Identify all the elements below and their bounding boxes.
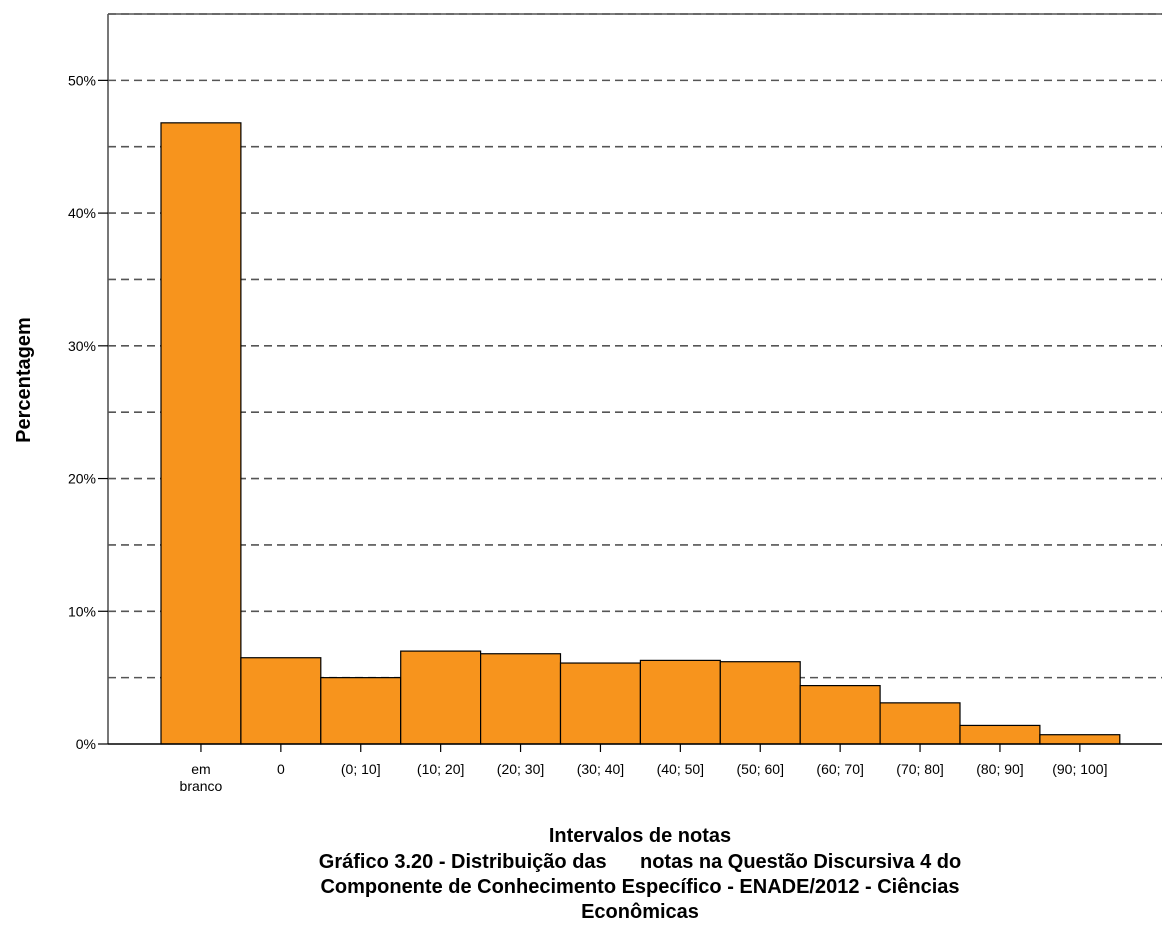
bar-8 xyxy=(800,686,880,744)
x-tick-label-6: (40; 50] xyxy=(657,761,704,777)
x-tick-label-0: em branco xyxy=(180,761,223,794)
x-tick-label-11: (90; 100] xyxy=(1052,761,1107,777)
y-tick-label-30: 30% xyxy=(68,338,96,354)
bar-3 xyxy=(401,651,481,744)
y-tick-label-0: 0% xyxy=(76,736,96,752)
chart-caption-line-3: Econômicas xyxy=(581,901,699,923)
bars xyxy=(161,123,1120,744)
chart-caption-line-2: Componente de Conhecimento Específico - … xyxy=(320,876,959,898)
bar-10 xyxy=(960,725,1040,744)
bar-5 xyxy=(561,663,641,744)
y-axis-title: Percentagem xyxy=(13,317,35,443)
bar-0 xyxy=(161,123,241,744)
bar-4 xyxy=(481,654,561,744)
x-tick-label-1: 0 xyxy=(277,761,285,777)
y-tick-label-50: 50% xyxy=(68,72,96,88)
y-tick-label-40: 40% xyxy=(68,205,96,221)
x-tick-label-7: (50; 60] xyxy=(737,761,784,777)
x-axis-title: Intervalos de notas xyxy=(549,825,731,847)
x-tick-label-9: (70; 80] xyxy=(896,761,943,777)
x-tick-label-2: (0; 10] xyxy=(341,761,381,777)
bar-6 xyxy=(640,660,720,744)
x-tick-label-3: (10; 20] xyxy=(417,761,464,777)
bar-9 xyxy=(880,703,960,744)
gridlines xyxy=(108,14,1162,678)
x-tick-label-10: (80; 90] xyxy=(976,761,1023,777)
x-tick-label-8: (60; 70] xyxy=(816,761,863,777)
x-tick-label-4: (20; 30] xyxy=(497,761,544,777)
bar-2 xyxy=(321,678,401,744)
bar-1 xyxy=(241,658,321,744)
y-tick-label-20: 20% xyxy=(68,471,96,487)
chart-caption-line-1: Gráfico 3.20 - Distribuição das notas na… xyxy=(319,851,961,873)
bar-11 xyxy=(1040,735,1120,744)
x-axis-ticks: em branco 0 (0; 10] (10; 20] (20; 30] (30; 40]… xyxy=(180,744,1108,794)
y-axis-ticks: 0% 10% 20% 30% 40% 50% xyxy=(68,72,108,752)
axes xyxy=(108,14,1162,744)
x-tick-label-5: (30; 40] xyxy=(577,761,624,777)
y-tick-label-10: 10% xyxy=(68,603,96,619)
bar-7 xyxy=(720,662,800,744)
